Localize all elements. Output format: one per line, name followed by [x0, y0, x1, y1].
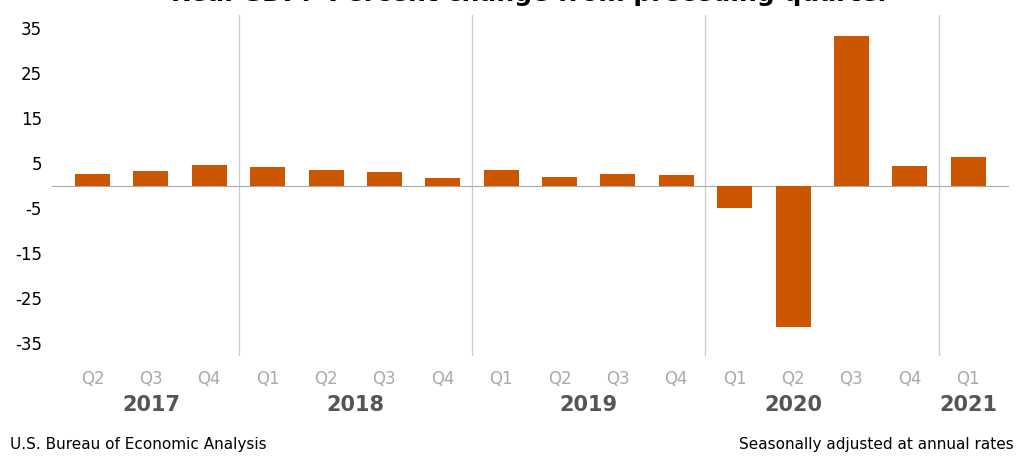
Bar — [892, 165, 928, 186]
Bar — [658, 175, 694, 186]
Bar — [542, 177, 578, 186]
Bar — [250, 167, 286, 186]
Bar — [133, 171, 169, 186]
Text: 2019: 2019 — [560, 395, 617, 415]
Title: Real GDP:  Percent change from preceding quarter: Real GDP: Percent change from preceding … — [171, 0, 890, 6]
Bar — [367, 172, 402, 186]
Text: 2021: 2021 — [939, 395, 997, 415]
Text: 2020: 2020 — [764, 395, 822, 415]
Bar — [75, 174, 111, 186]
Bar — [600, 174, 636, 186]
Bar — [308, 170, 344, 186]
Bar — [775, 186, 811, 327]
Bar — [425, 178, 461, 186]
Text: 2018: 2018 — [327, 395, 384, 415]
Bar — [191, 165, 227, 186]
Text: U.S. Bureau of Economic Analysis: U.S. Bureau of Economic Analysis — [10, 437, 267, 452]
Bar — [950, 157, 986, 186]
Text: 2017: 2017 — [122, 395, 180, 415]
Bar — [483, 170, 519, 186]
Bar — [834, 36, 869, 186]
Text: Seasonally adjusted at annual rates: Seasonally adjusted at annual rates — [739, 437, 1014, 452]
Bar — [717, 186, 753, 208]
